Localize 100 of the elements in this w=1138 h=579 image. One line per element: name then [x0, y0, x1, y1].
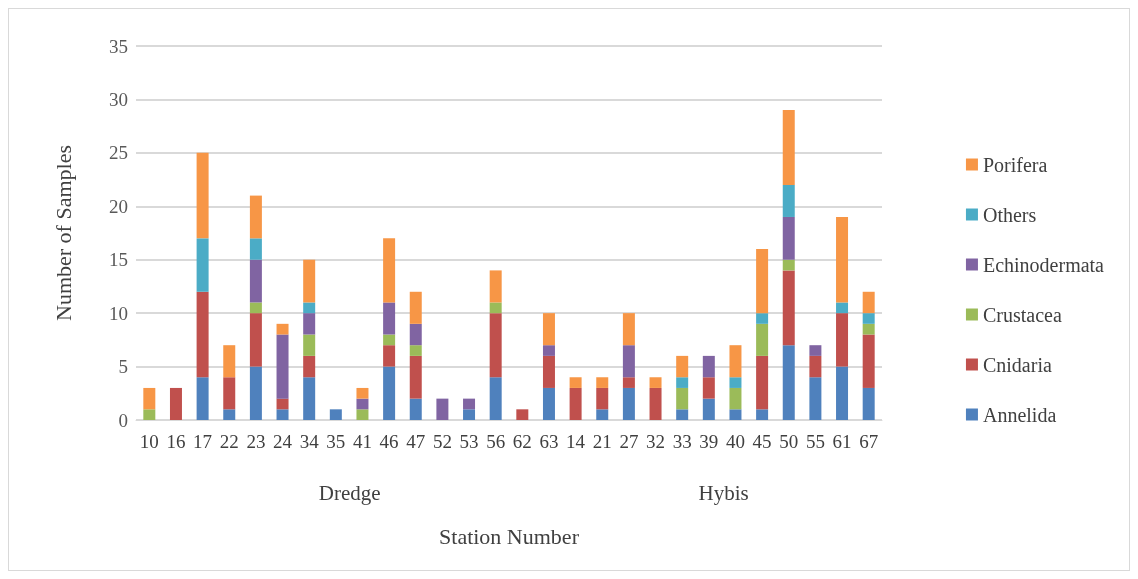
x-tick-label: 40	[725, 431, 745, 452]
bar	[809, 355, 822, 378]
bar	[542, 313, 555, 346]
bar	[729, 387, 742, 410]
bar	[409, 291, 422, 324]
x-tick-label: 50	[779, 431, 799, 452]
bar	[756, 409, 769, 420]
bar	[862, 387, 875, 420]
bar	[489, 302, 502, 314]
bar	[782, 259, 795, 271]
x-tick-label: 24	[273, 431, 293, 452]
bar	[542, 345, 555, 356]
legend-label: Cnidaria	[982, 353, 1052, 376]
bar	[356, 398, 369, 410]
bar	[249, 302, 262, 314]
bar	[223, 345, 236, 378]
bar	[569, 387, 582, 420]
legend-label: Echinodermata	[982, 253, 1105, 276]
bar	[436, 398, 449, 420]
bar	[383, 366, 396, 420]
bar	[569, 377, 582, 388]
bar	[143, 387, 156, 410]
bar	[303, 259, 316, 303]
y-tick-label: 0	[118, 409, 128, 431]
bar	[676, 409, 689, 420]
bar	[249, 366, 262, 420]
bar	[836, 216, 849, 303]
bar	[782, 184, 795, 217]
bar	[862, 323, 875, 335]
bar	[622, 387, 635, 420]
bar	[249, 238, 262, 260]
bar	[489, 270, 502, 303]
bar	[383, 302, 396, 335]
y-axis-title: Number of Samples	[50, 145, 76, 321]
bar	[489, 377, 502, 420]
bar	[782, 216, 795, 260]
bar	[409, 355, 422, 399]
bar	[249, 259, 262, 303]
x-tick-label: 67	[859, 431, 879, 452]
y-tick-label: 20	[109, 195, 128, 217]
x-tick-label: 32	[646, 431, 666, 452]
bar	[303, 334, 316, 356]
bar	[169, 387, 182, 420]
bar	[756, 313, 769, 324]
legend-label: Crustacea	[982, 303, 1062, 326]
x-tick-label: 63	[539, 431, 559, 452]
x-tick-label: 17	[193, 431, 213, 452]
bar	[676, 387, 689, 410]
bar	[143, 409, 156, 420]
bar	[249, 313, 262, 367]
bar	[676, 377, 689, 388]
x-tick-label: 14	[566, 431, 586, 452]
bar	[596, 409, 609, 420]
x-tick-label: 16	[166, 431, 186, 452]
x-tick-label: 21	[592, 431, 612, 452]
x-tick-label: 34	[299, 431, 320, 452]
bar	[649, 387, 662, 420]
bar	[702, 398, 715, 420]
bar	[463, 409, 476, 420]
x-tick-label: 23	[246, 431, 266, 452]
y-tick-label: 25	[109, 142, 128, 164]
bar	[303, 302, 316, 314]
bar	[196, 238, 209, 292]
bar	[516, 409, 529, 420]
bar	[836, 313, 849, 367]
bar	[702, 377, 715, 399]
bar	[782, 270, 795, 346]
bar	[809, 345, 822, 356]
y-tick-label: 5	[118, 356, 128, 378]
bar	[862, 291, 875, 314]
x-tick-label: 33	[672, 431, 692, 452]
bar	[782, 345, 795, 420]
bar	[809, 377, 822, 420]
x-tick-label: 47	[406, 431, 426, 452]
bar	[223, 409, 236, 420]
x-tick-label: 45	[752, 431, 772, 452]
bar	[356, 387, 369, 399]
y-tick-label: 10	[109, 302, 128, 324]
bar	[782, 110, 795, 185]
x-tick-label: 62	[512, 431, 532, 452]
bar	[622, 345, 635, 378]
bar	[409, 323, 422, 346]
bar	[196, 291, 209, 378]
x-tick-label: 56	[486, 431, 506, 452]
y-tick-label: 30	[109, 88, 128, 110]
x-tick-label: 46	[379, 431, 399, 452]
bar	[356, 409, 369, 420]
legend-label: Others	[982, 203, 1037, 226]
bar	[249, 195, 262, 239]
bar	[622, 377, 635, 388]
bar	[303, 355, 316, 378]
bar	[862, 313, 875, 324]
text: Hybis	[698, 480, 749, 505]
bar	[702, 355, 715, 378]
x-tick-label: 61	[832, 431, 852, 452]
x-tick-label: 52	[432, 431, 452, 452]
x-tick-label: 22	[219, 431, 239, 452]
legend-label: Annelida	[982, 403, 1057, 426]
bar	[276, 409, 289, 420]
bar	[383, 334, 396, 346]
